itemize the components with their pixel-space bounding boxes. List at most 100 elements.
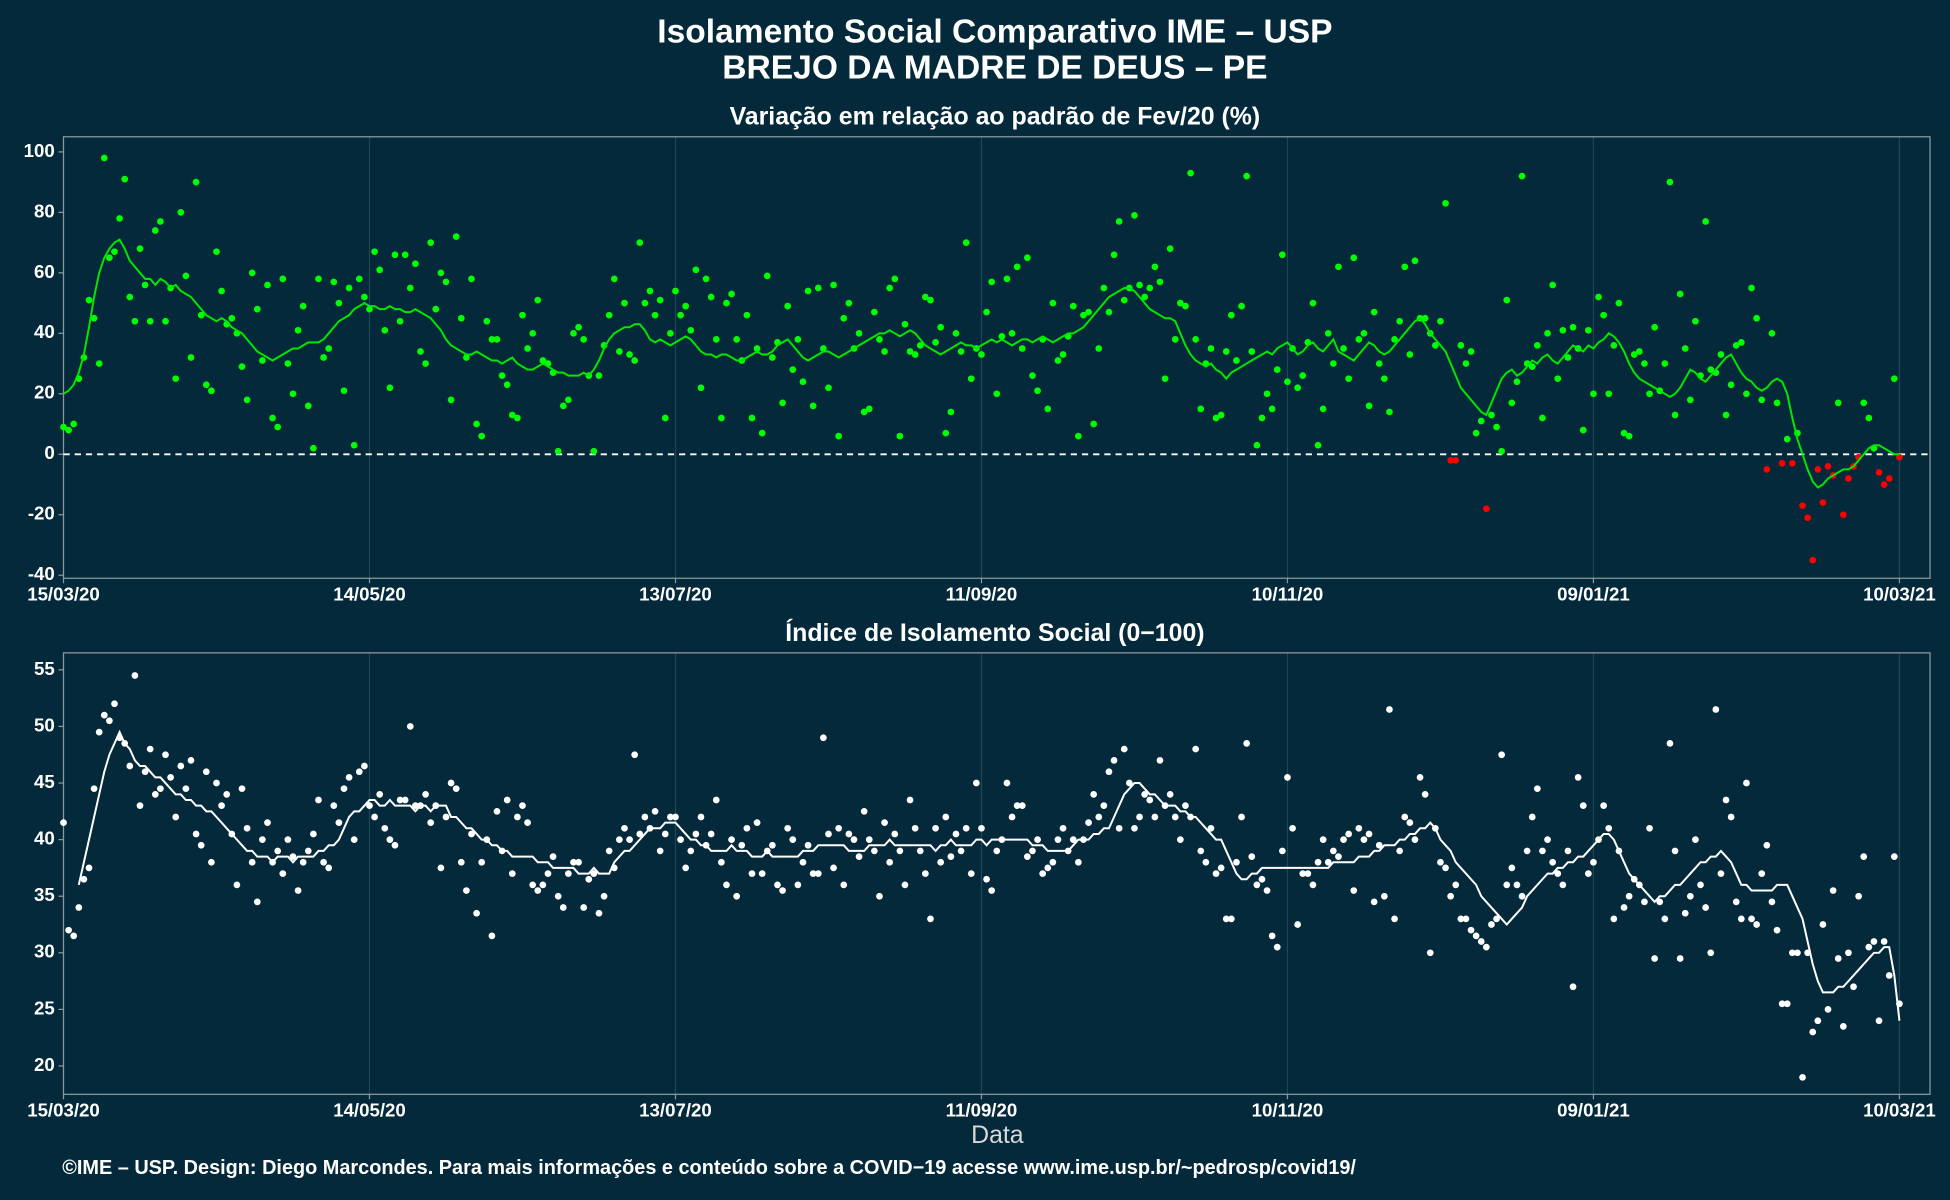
data-point	[1579, 802, 1587, 810]
data-point	[422, 360, 429, 367]
data-point	[401, 251, 409, 259]
data-point	[1136, 281, 1143, 289]
data-point	[1258, 414, 1266, 422]
data-point	[1324, 858, 1332, 866]
data-point	[1590, 390, 1597, 398]
data-point	[570, 329, 577, 337]
data-point	[529, 881, 537, 889]
data-point	[391, 841, 399, 849]
data-point	[1508, 399, 1516, 407]
data-point	[621, 299, 628, 307]
data-point	[559, 402, 567, 410]
data-point	[304, 402, 312, 410]
data-point	[1493, 423, 1500, 431]
y-tick-label: 0	[44, 442, 54, 463]
data-point	[600, 892, 608, 900]
data-point	[488, 336, 496, 343]
data-point	[177, 762, 185, 770]
data-point	[1034, 387, 1041, 395]
data-point	[988, 278, 996, 286]
y-tick-label: 30	[34, 941, 55, 962]
data-point	[1253, 881, 1261, 889]
data-point	[1503, 296, 1511, 304]
data-point	[906, 796, 914, 804]
data-point	[483, 317, 491, 325]
data-point	[641, 299, 649, 307]
data-point	[361, 293, 368, 301]
data-point	[141, 768, 149, 776]
data-point	[182, 785, 190, 793]
data-point	[1406, 819, 1414, 826]
data-point	[1860, 853, 1868, 860]
data-point	[1294, 384, 1302, 392]
data-point	[1350, 254, 1358, 262]
data-point	[330, 278, 338, 286]
data-point	[1335, 263, 1342, 271]
data-point	[111, 700, 118, 708]
data-point	[238, 363, 246, 370]
data-point	[1442, 199, 1449, 207]
data-point	[1437, 858, 1444, 866]
data-point	[320, 858, 327, 866]
data-point	[1238, 302, 1245, 310]
data-point	[1258, 875, 1266, 883]
data-point	[1355, 824, 1363, 832]
data-point	[1875, 1017, 1883, 1025]
page-subtitle: BREJO DA MADRE DE DEUS – PE	[722, 50, 1267, 87]
data-point	[1268, 405, 1276, 413]
data-point	[891, 275, 899, 283]
data-point	[197, 841, 205, 849]
data-point	[1380, 375, 1388, 383]
data-point	[967, 375, 975, 383]
data-point	[1671, 411, 1679, 419]
data-point	[529, 329, 537, 337]
data-point	[1008, 329, 1016, 337]
data-point	[789, 836, 797, 843]
data-point	[687, 847, 695, 855]
data-point	[294, 326, 302, 334]
data-point	[830, 281, 837, 289]
data-point	[85, 864, 93, 872]
data-point	[1340, 836, 1347, 843]
data-point	[1319, 405, 1327, 413]
x-tick-label: 14/05/20	[333, 584, 406, 605]
x-tick-label: 11/09/20	[946, 1100, 1018, 1121]
y-tick-label: 20	[34, 1054, 55, 1075]
data-point	[570, 858, 577, 866]
data-point	[1396, 847, 1404, 855]
x-tick-label: 15/03/20	[27, 584, 100, 605]
data-point	[1161, 375, 1169, 383]
data-point	[1686, 396, 1694, 404]
data-point	[1136, 813, 1143, 821]
data-point	[998, 332, 1006, 340]
data-point	[1778, 1000, 1786, 1008]
data-point	[1105, 308, 1113, 316]
data-point	[1452, 881, 1460, 889]
data-point	[656, 847, 664, 855]
data-point	[1024, 254, 1031, 262]
data-point	[1896, 453, 1903, 461]
data-point	[636, 830, 644, 838]
data-point	[1329, 847, 1337, 855]
data-point	[799, 378, 807, 386]
data-point	[1814, 466, 1822, 473]
data-point	[361, 762, 368, 770]
data-point	[1100, 284, 1108, 292]
data-point	[1641, 898, 1648, 906]
data-point	[1421, 790, 1429, 798]
data-point	[1171, 813, 1179, 821]
data-point	[151, 790, 159, 798]
data-point	[983, 875, 990, 883]
data-point	[106, 717, 113, 725]
data-point	[1227, 915, 1235, 923]
y-tick-label: 50	[34, 714, 55, 735]
data-point	[1860, 399, 1868, 407]
data-point	[1049, 858, 1057, 866]
data-point	[1018, 802, 1026, 810]
data-point	[259, 836, 266, 843]
data-point	[590, 447, 598, 455]
data-point	[626, 351, 633, 358]
data-point	[85, 296, 93, 304]
data-point	[1263, 390, 1271, 398]
data-point	[1646, 390, 1653, 398]
